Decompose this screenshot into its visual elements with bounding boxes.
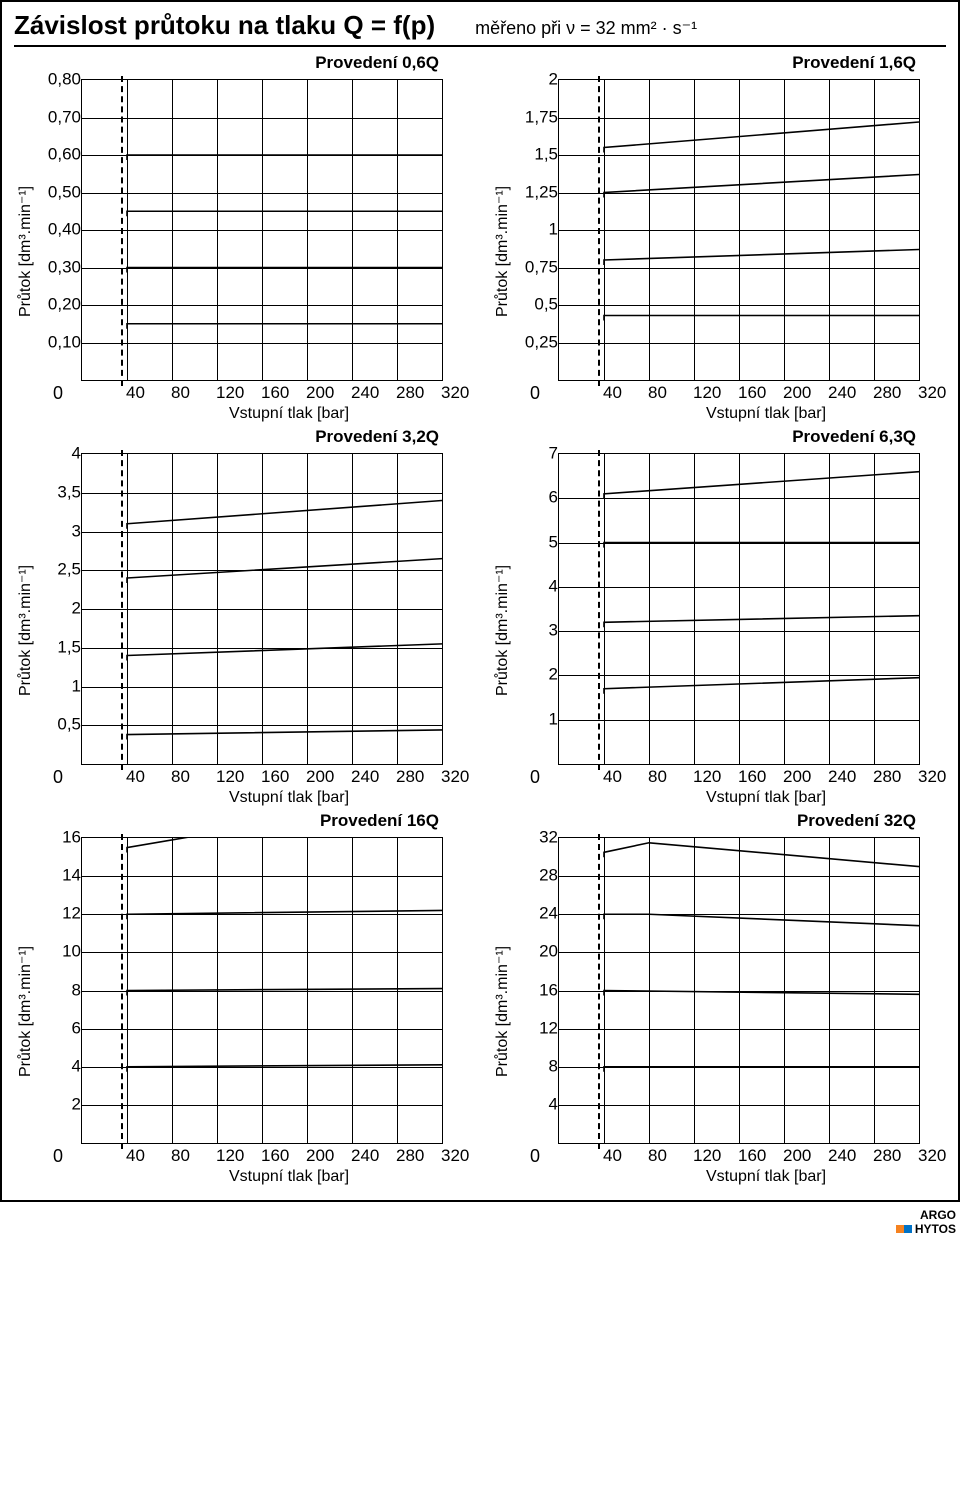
plot-area [81, 79, 443, 381]
plot-column: 04080120160200240280320 Vstupní tlak [bar… [558, 79, 946, 423]
y-axis-label: Průtok [dm³.min⁻¹] [491, 837, 514, 1186]
plot-area [81, 837, 443, 1144]
curve [604, 678, 919, 694]
x-ticks: 04080120160200240280320 [81, 1146, 441, 1166]
x-ticks: 04080120160200240280320 [81, 767, 441, 787]
curve [604, 543, 919, 548]
chart-body: Průtok [dm³.min⁻¹]43,532,521,510,5040801… [14, 453, 469, 807]
chart-row: Provedení 16QPrůtok [dm³.min⁻¹]161412108… [14, 811, 946, 1190]
curve [127, 838, 442, 853]
y-ticks: 43,532,521,510,5 [37, 453, 81, 763]
curve [604, 1067, 919, 1072]
plot-column: 04080120160200240280320 Vstupní tlak [bar… [81, 837, 469, 1186]
plot-column: 04080120160200240280320 Vstupní tlak [bar… [81, 79, 469, 423]
chart-row: Provedení 3,2QPrůtok [dm³.min⁻¹]43,532,5… [14, 427, 946, 811]
logo-bar2 [904, 1225, 912, 1233]
chart-body: Průtok [dm³.min⁻¹]3228242016128404080120… [491, 837, 946, 1186]
curve [604, 316, 919, 321]
plot-column: 04080120160200240280320 Vstupní tlak [bar… [558, 837, 946, 1186]
curve [604, 250, 919, 266]
curve [604, 616, 919, 628]
chart-body: Průtok [dm³.min⁻¹]1614121086420408012016… [14, 837, 469, 1186]
plot-area [81, 453, 443, 765]
y-axis-label: Průtok [dm³.min⁻¹] [14, 453, 37, 807]
x-axis-label: Vstupní tlak [bar] [109, 789, 469, 807]
curves-svg [559, 838, 919, 1143]
y-ticks: 21,751,51,2510,750,50,25 [514, 79, 558, 379]
chart-body: Průtok [dm³.min⁻¹]7654321040801201602002… [491, 453, 946, 807]
x-ticks: 04080120160200240280320 [558, 383, 918, 403]
logo-line1: ARGO [920, 1208, 956, 1222]
curve [127, 155, 442, 160]
y-axis-label: Průtok [dm³.min⁻¹] [491, 453, 514, 807]
curve [604, 991, 919, 996]
x-axis-label: Vstupní tlak [bar] [109, 1168, 469, 1186]
footer-logo: ARGO HYTOS [0, 1208, 960, 1236]
curve [127, 989, 442, 996]
chart-title: Provedení 1,6Q [792, 53, 946, 73]
curve [604, 472, 919, 499]
curve [604, 122, 919, 153]
curve [604, 914, 919, 925]
y-axis-label: Průtok [dm³.min⁻¹] [491, 79, 514, 423]
curves-svg [559, 80, 919, 380]
curve [127, 268, 442, 273]
x-ticks: 04080120160200240280320 [558, 767, 918, 787]
chart-body: Průtok [dm³.min⁻¹]0,800,700,600,500,400,… [14, 79, 469, 423]
chart-title: Provedení 0,6Q [315, 53, 469, 73]
y-ticks: 7654321 [514, 453, 558, 763]
page-title: Závislost průtoku na tlaku Q = f(p) [14, 10, 435, 41]
y-axis-label: Průtok [dm³.min⁻¹] [14, 837, 37, 1186]
chart: Provedení 1,6Q Průtok [dm³.min⁻¹]21,751,5… [491, 53, 946, 423]
chart-title: Provedení 16Q [320, 811, 469, 831]
charts-grid: Provedení 0,6QPrůtok [dm³.min⁻¹]0,800,70… [14, 53, 946, 1190]
curve [604, 175, 919, 198]
plot-area [558, 453, 920, 765]
curves-svg [82, 838, 442, 1143]
y-ticks: 161412108642 [37, 837, 81, 1142]
chart: Provedení 3,2Q Průtok [dm³.min⁻¹]43,532,5… [14, 427, 469, 807]
page-header: Závislost průtoku na tlaku Q = f(p) měře… [14, 10, 946, 47]
curves-svg [82, 80, 442, 380]
plot-column: 04080120160200240280320 Vstupní tlak [bar… [558, 453, 946, 807]
chart-title: Provedení 6,3Q [792, 427, 946, 447]
curve [127, 501, 442, 529]
chart: Provedení 6,3Q Průtok [dm³.min⁻¹]76543210… [491, 427, 946, 807]
page-subtitle: měřeno při ν = 32 mm² · s⁻¹ [475, 18, 697, 39]
x-axis-label: Vstupní tlak [bar] [586, 405, 946, 423]
x-ticks: 04080120160200240280320 [558, 1146, 918, 1166]
curve [604, 843, 919, 867]
curve [127, 324, 442, 329]
x-axis-label: Vstupní tlak [bar] [109, 405, 469, 423]
chart: Provedení 32Q Průtok [dm³.min⁻¹]322824201… [491, 811, 946, 1186]
curves-svg [82, 454, 442, 764]
x-axis-label: Vstupní tlak [bar] [586, 1168, 946, 1186]
x-ticks: 04080120160200240280320 [81, 383, 441, 403]
chart: Provedení 16Q Průtok [dm³.min⁻¹]161412108… [14, 811, 469, 1186]
page-container: Závislost průtoku na tlaku Q = f(p) měře… [0, 0, 960, 1202]
chart-title: Provedení 32Q [797, 811, 946, 831]
plot-area [558, 79, 920, 381]
chart: Provedení 0,6Q Průtok [dm³.min⁻¹]0,800,70… [14, 53, 469, 423]
y-ticks: 0,800,700,600,500,400,300,200,10 [37, 79, 81, 379]
chart-title: Provedení 3,2Q [315, 427, 469, 447]
curve [127, 730, 442, 740]
y-axis-label: Průtok [dm³.min⁻¹] [14, 79, 37, 423]
plot-column: 04080120160200240280320 Vstupní tlak [bar… [81, 453, 469, 807]
chart-body: Průtok [dm³.min⁻¹]21,751,51,2510,750,50,… [491, 79, 946, 423]
plot-area [558, 837, 920, 1144]
curve [127, 211, 442, 216]
curve [127, 1065, 442, 1072]
x-axis-label: Vstupní tlak [bar] [586, 789, 946, 807]
y-ticks: 32282420161284 [514, 837, 558, 1142]
curve [127, 644, 442, 661]
curve [127, 910, 442, 919]
logo-line2: HYTOS [915, 1222, 956, 1236]
logo-bar1 [896, 1225, 904, 1233]
chart-row: Provedení 0,6QPrůtok [dm³.min⁻¹]0,800,70… [14, 53, 946, 427]
curve [127, 559, 442, 583]
curves-svg [559, 454, 919, 764]
